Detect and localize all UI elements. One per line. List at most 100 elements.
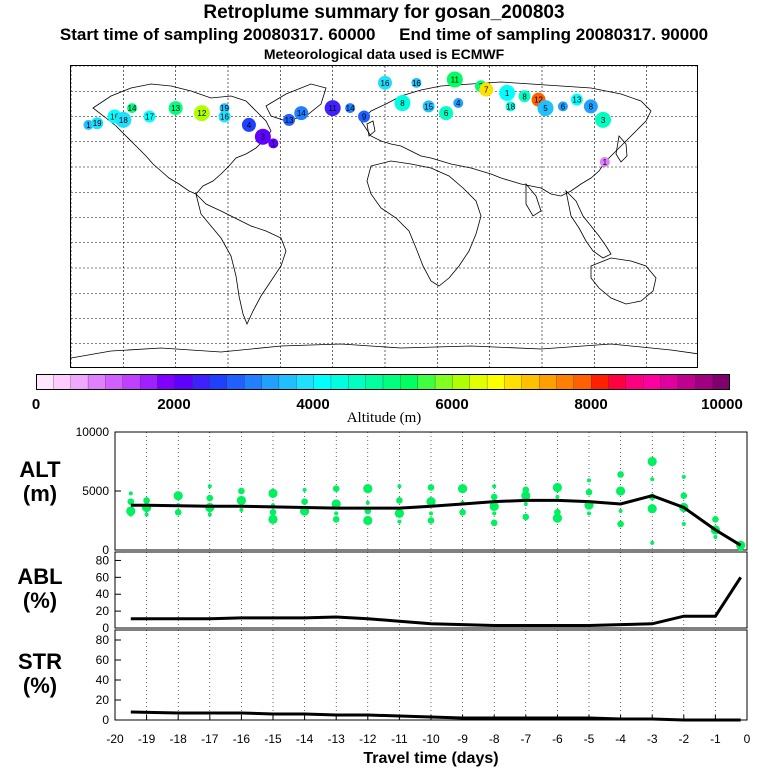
xtick-label: -16 (233, 732, 251, 746)
alt-scatter-point (302, 487, 307, 492)
plume-marker (595, 111, 612, 128)
alt-scatter-point (712, 516, 719, 523)
plume-marker (479, 82, 494, 97)
colorbar-swatch (400, 374, 419, 390)
alt-scatter-point (397, 519, 402, 524)
plume-marker-label: 19 (220, 104, 229, 113)
colorbar-swatch (174, 374, 193, 390)
alt-scatter-point (174, 508, 182, 516)
abl-ytick-label: 80 (96, 553, 110, 567)
xtick-label: -4 (615, 732, 626, 746)
plume-marker (241, 117, 256, 132)
abl-label-line1: ABL (17, 564, 63, 589)
plume-marker-label: 16 (220, 113, 229, 122)
plume-marker (453, 98, 464, 109)
alt-scatter-point (681, 474, 686, 479)
alt-scatter-point (522, 513, 530, 521)
plume-marker-label: 7 (484, 86, 489, 95)
abl-label-line2: (%) (22, 588, 58, 613)
colorbar-swatch (677, 374, 696, 390)
altitude-colorbar (36, 374, 730, 390)
plume-marker (115, 111, 132, 128)
plume-marker (143, 110, 156, 123)
colorbar-label-6000: 6000 (435, 396, 469, 413)
plume-marker-label: 16 (381, 79, 390, 88)
alt-ytick-label: 5000 (82, 484, 109, 498)
japan-outline (615, 135, 628, 163)
xtick-label: -3 (647, 732, 658, 746)
alt-scatter-point (680, 492, 688, 500)
greenland-outline (265, 83, 327, 122)
alt-scatter-point (128, 491, 133, 496)
colorbar-swatch (382, 374, 402, 390)
colorbar-swatch (556, 374, 575, 390)
colorbar-swatch (643, 374, 662, 390)
colorbar-swatch (87, 374, 107, 390)
alt-label-line2: (m) (22, 481, 58, 506)
plume-marker (570, 93, 583, 106)
alt-scatter-point (492, 484, 497, 489)
plume-marker (537, 100, 554, 117)
plume-marker (218, 110, 231, 123)
alt-scatter-point (206, 494, 214, 502)
alt-scatter-point (647, 504, 657, 514)
plume-marker-label: 1 (86, 121, 91, 130)
xtick-label: -18 (170, 732, 188, 746)
africa-outline (366, 160, 482, 287)
colorbar-label-8000: 8000 (574, 396, 608, 413)
alt-scatter-point (616, 486, 626, 496)
alt-scatter-point (238, 487, 245, 495)
colorbar-swatch (573, 374, 592, 390)
xtick-label: -1 (710, 732, 721, 746)
str-label-line2: (%) (22, 673, 58, 698)
alt-scatter-point (127, 498, 135, 505)
south-america-outline (195, 192, 287, 326)
plume-marker-label: 1 (505, 89, 510, 98)
alt-scatter-point (426, 497, 436, 507)
xtick-label: -17 (201, 732, 219, 746)
plume-marker-label: 8 (400, 99, 405, 108)
plume-marker-label: 6 (444, 109, 449, 118)
alt-scatter-point (396, 497, 403, 504)
alt-scatter-point (394, 508, 404, 519)
colorbar-swatch (591, 374, 610, 390)
alt-scatter-point (239, 507, 244, 512)
colorbar-swatch (504, 374, 523, 390)
alt-scatter-point (236, 495, 246, 506)
plume-marker (91, 117, 104, 130)
plume-marker-label: 12 (534, 96, 543, 105)
colorbar-swatch (538, 374, 558, 390)
colorbar-swatch (122, 374, 141, 390)
plume-marker (168, 101, 183, 116)
alt-label-line1: ALT (19, 457, 61, 482)
xtick-label: -7 (520, 732, 531, 746)
colorbar-swatch (521, 374, 540, 390)
plume-marker (505, 101, 516, 112)
plume-marker-label: 16 (110, 113, 119, 122)
alt-scatter-point (458, 484, 468, 494)
alt-scatter-point (521, 491, 531, 501)
colorbar-swatch (330, 374, 349, 390)
plume-marker-label: 9 (362, 113, 367, 122)
plume-marker-label: 11 (329, 104, 338, 113)
alt-ytick-label: 0 (102, 543, 109, 557)
alt-scatter-point (587, 511, 591, 516)
plume-marker (499, 84, 516, 101)
colorbar-swatch (486, 374, 506, 390)
colorbar-swatch (53, 374, 72, 390)
plume-marker-label: 1 (271, 139, 276, 148)
alt-scatter-point (128, 512, 133, 517)
plume-marker (324, 100, 341, 117)
x-axis-title: Travel time (days) (363, 750, 498, 767)
colorbar-swatch (36, 374, 55, 390)
alt-scatter-point (713, 535, 718, 540)
alt-scatter-point (363, 484, 373, 494)
alt-panel-label: ALT (m) (5, 458, 75, 506)
plume-marker (127, 103, 138, 114)
plume-marker (254, 128, 271, 145)
colorbar-swatch (209, 374, 228, 390)
alt-scatter-point (523, 501, 528, 506)
plume-marker-label: 13 (171, 104, 180, 113)
